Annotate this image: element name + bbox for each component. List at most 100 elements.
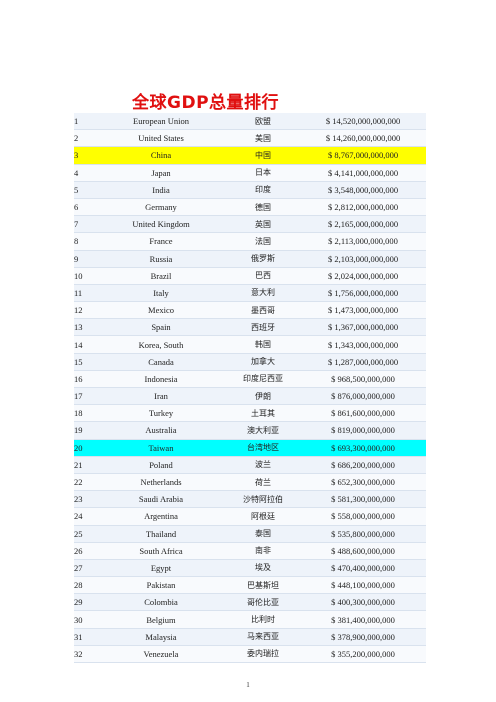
rank-cell: 7 <box>74 215 96 234</box>
country-name-en: Venezuela <box>96 645 226 664</box>
gdp-value: $ 448,100,000,000 <box>300 576 426 595</box>
country-name-en: Argentina <box>96 507 226 526</box>
country-name-cn: 法国 <box>226 232 300 251</box>
rank-cell: 30 <box>74 610 96 629</box>
rank-cell: 28 <box>74 576 96 595</box>
country-name-en: Canada <box>96 353 226 371</box>
table-row: 26 South Africa 南非 $ 488,600,000,000 <box>74 542 426 560</box>
table-row: 10 Brazil 巴西 $ 2,024,000,000,000 <box>74 267 426 285</box>
gdp-value: $ 488,600,000,000 <box>300 542 426 560</box>
rank-cell: 12 <box>74 301 96 320</box>
rank-cell: 9 <box>74 250 96 268</box>
country-name-en: Italy <box>96 284 226 303</box>
gdp-value: $ 2,165,000,000,000 <box>300 215 426 234</box>
table-row: 6 Germany 德国 $ 2,812,000,000,000 <box>74 198 426 217</box>
table-row: 5 India 印度 $ 3,548,000,000,000 <box>74 181 426 199</box>
country-name-cn: 日本 <box>226 164 300 182</box>
table-row: 15 Canada 加拿大 $ 1,287,000,000,000 <box>74 353 426 371</box>
table-row: 18 Turkey 土耳其 $ 861,600,000,000 <box>74 404 426 423</box>
country-name-cn: 澳大利亚 <box>226 421 300 440</box>
country-name-cn: 埃及 <box>226 559 300 578</box>
gdp-value: $ 8,767,000,000,000 <box>300 146 426 165</box>
rank-cell: 29 <box>74 593 96 612</box>
country-name-en: Australia <box>96 421 226 440</box>
country-name-cn: 泰国 <box>226 525 300 543</box>
rank-cell: 21 <box>74 456 96 474</box>
rank-cell: 17 <box>74 387 96 406</box>
country-name-en: Pakistan <box>96 576 226 595</box>
rank-cell: 11 <box>74 284 96 303</box>
gdp-value: $ 2,103,000,000,000 <box>300 250 426 268</box>
table-row: 13 Spain 西班牙 $ 1,367,000,000,000 <box>74 318 426 337</box>
rank-cell: 10 <box>74 267 96 285</box>
country-name-en: China <box>96 146 226 165</box>
table-row: 8 France 法国 $ 2,113,000,000,000 <box>74 232 426 251</box>
gdp-value: $ 3,548,000,000,000 <box>300 181 426 199</box>
gdp-value: $ 1,473,000,000,000 <box>300 301 426 320</box>
gdp-value: $ 470,400,000,000 <box>300 559 426 578</box>
table-row: 4 Japan 日本 $ 4,141,000,000,000 <box>74 164 426 182</box>
country-name-cn: 哥伦比亚 <box>226 593 300 612</box>
country-name-cn: 德国 <box>226 198 300 217</box>
table-row: 23 Saudi Arabia 沙特阿拉伯 $ 581,300,000,000 <box>74 490 426 509</box>
table-row: 25 Thailand 泰国 $ 535,800,000,000 <box>74 525 426 543</box>
country-name-en: Thailand <box>96 525 226 543</box>
rank-cell: 3 <box>74 146 96 165</box>
table-row: 29 Colombia 哥伦比亚 $ 400,300,000,000 <box>74 593 426 612</box>
table-row: 7 United Kingdom 英国 $ 2,165,000,000,000 <box>74 215 426 234</box>
rank-cell: 5 <box>74 181 96 199</box>
country-name-en: Colombia <box>96 593 226 612</box>
country-name-en: Taiwan <box>96 439 226 457</box>
rank-cell: 24 <box>74 507 96 526</box>
table-row: 14 Korea, South 韩国 $ 1,343,000,000,000 <box>74 335 426 354</box>
gdp-value: $ 535,800,000,000 <box>300 525 426 543</box>
country-name-en: Poland <box>96 456 226 474</box>
country-name-cn: 意大利 <box>226 284 300 303</box>
rank-cell: 19 <box>74 421 96 440</box>
country-name-en: United States <box>96 129 226 148</box>
gdp-value: $ 861,600,000,000 <box>300 404 426 423</box>
gdp-value: $ 378,900,000,000 <box>300 628 426 646</box>
gdp-value: $ 693,300,000,000 <box>300 439 426 457</box>
rank-cell: 32 <box>74 645 96 664</box>
table-row: 12 Mexico 墨西哥 $ 1,473,000,000,000 <box>74 301 426 320</box>
gdp-value: $ 558,000,000,000 <box>300 507 426 526</box>
country-name-en: Russia <box>96 250 226 268</box>
gdp-value: $ 1,756,000,000,000 <box>300 284 426 303</box>
gdp-value: $ 968,500,000,000 <box>300 370 426 389</box>
page-title: 全球GDP总量排行 <box>132 93 280 113</box>
table-row: 32 Venezuela 委内瑞拉 $ 355,200,000,000 <box>74 645 426 664</box>
country-name-cn: 荷兰 <box>226 473 300 492</box>
country-name-en: Saudi Arabia <box>96 490 226 509</box>
gdp-value: $ 2,113,000,000,000 <box>300 232 426 251</box>
country-name-en: Indonesia <box>96 370 226 389</box>
country-name-cn: 波兰 <box>226 456 300 474</box>
rank-cell: 8 <box>74 232 96 251</box>
country-name-en: France <box>96 232 226 251</box>
table-row: 24 Argentina 阿根廷 $ 558,000,000,000 <box>74 507 426 526</box>
country-name-cn: 土耳其 <box>226 404 300 423</box>
country-name-cn: 英国 <box>226 215 300 234</box>
gdp-value: $ 4,141,000,000,000 <box>300 164 426 182</box>
table-row: 31 Malaysia 马来西亚 $ 378,900,000,000 <box>74 628 426 646</box>
country-name-en: Turkey <box>96 404 226 423</box>
gdp-value: $ 581,300,000,000 <box>300 490 426 509</box>
country-name-en: Belgium <box>96 610 226 629</box>
gdp-value: $ 400,300,000,000 <box>300 593 426 612</box>
rank-cell: 18 <box>74 404 96 423</box>
gdp-value: $ 2,024,000,000,000 <box>300 267 426 285</box>
country-name-en: Germany <box>96 198 226 217</box>
rank-cell: 2 <box>74 129 96 148</box>
country-name-cn: 巴西 <box>226 267 300 285</box>
country-name-en: South Africa <box>96 542 226 560</box>
country-name-en: Malaysia <box>96 628 226 646</box>
gdp-value: $ 14,260,000,000,000 <box>300 129 426 148</box>
page-number: 1 <box>246 681 250 689</box>
table-row: 28 Pakistan 巴基斯坦 $ 448,100,000,000 <box>74 576 426 595</box>
gdp-value: $ 819,000,000,000 <box>300 421 426 440</box>
country-name-en: Spain <box>96 318 226 337</box>
country-name-en: Mexico <box>96 301 226 320</box>
country-name-cn: 加拿大 <box>226 353 300 371</box>
gdp-ranking-table: 1 European Union 欧盟 $ 14,520,000,000,000 2 Un… <box>74 113 426 664</box>
country-name-en: Netherlands <box>96 473 226 492</box>
